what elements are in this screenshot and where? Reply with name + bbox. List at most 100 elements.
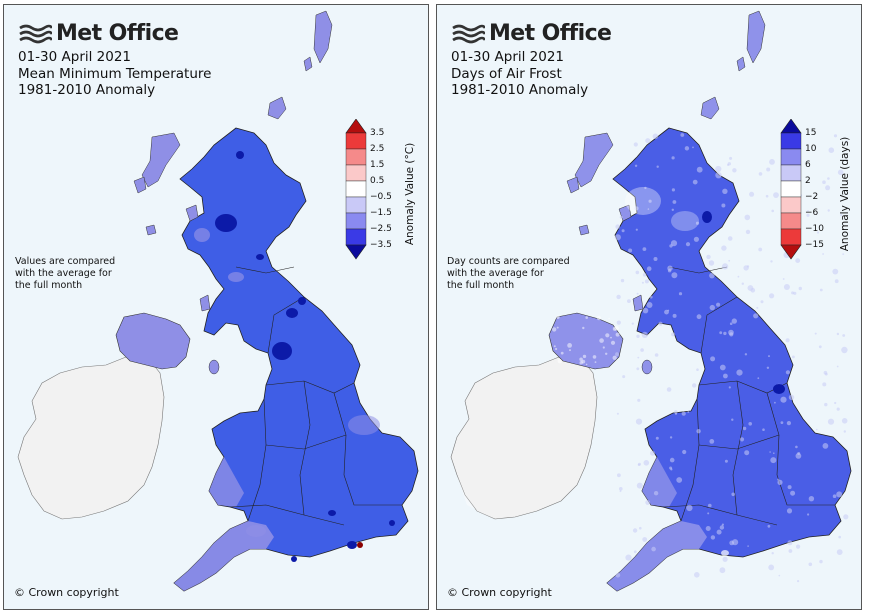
frost-texture-speck: [786, 421, 791, 426]
frost-texture-speck: [766, 366, 770, 369]
frost-texture-speck: [832, 494, 837, 499]
frost-texture-speck: [612, 355, 617, 360]
frost-texture-speck: [845, 140, 848, 143]
frost-texture-speck: [671, 272, 678, 279]
frost-texture-speck: [615, 224, 620, 229]
island: [185, 204, 199, 222]
frost-texture-speck: [705, 526, 711, 531]
met-office-logo: Met Office: [451, 21, 612, 46]
frost-texture-speck: [634, 164, 638, 167]
frost-texture-speck: [708, 260, 715, 266]
frost-texture-speck: [715, 172, 722, 179]
cold-anomaly-patch: [347, 541, 357, 549]
title-variable: Days of Air Frost: [451, 65, 562, 82]
frost-texture-speck: [721, 523, 724, 526]
frost-texture-speck: [744, 353, 748, 356]
frost-texture-speck: [797, 580, 800, 583]
island: [746, 10, 766, 64]
legend-tick: −3.5: [370, 240, 392, 250]
frost-texture-speck: [557, 359, 562, 364]
frost-texture-speck: [666, 387, 672, 392]
frost-texture-speck: [632, 528, 638, 533]
legend-swatch: [780, 228, 802, 246]
frost-texture-speck: [719, 331, 723, 335]
frost-texture-speck: [824, 372, 828, 376]
frost-texture-speck: [716, 529, 722, 535]
frost-texture-speck: [792, 355, 795, 359]
cold-anomaly-patch: [389, 520, 395, 526]
met-office-waves-icon: [19, 24, 52, 43]
frost-texture-speck: [807, 513, 810, 516]
note-line: Day counts are compared: [447, 256, 570, 267]
frost-texture-speck: [786, 508, 793, 514]
legend-tick: 0.5: [370, 176, 385, 186]
region-border: [247, 398, 267, 522]
frost-texture-speck: [836, 332, 840, 336]
frost-texture-speck: [619, 487, 623, 491]
frost-texture-speck: [709, 304, 715, 311]
frost-texture-speck: [771, 552, 774, 555]
note-line: with the average for: [15, 268, 112, 279]
frost-texture-speck: [619, 215, 623, 219]
cold-anomaly-patch: [291, 556, 297, 562]
frost-texture-speck: [616, 320, 621, 325]
frost-texture-speck: [669, 457, 675, 463]
island: [574, 132, 614, 188]
frost-texture-speck: [841, 418, 848, 424]
frost-texture-speck: [667, 269, 672, 273]
legend-title: Anomaly Value (°C): [404, 142, 416, 246]
legend-tick: −2.5: [370, 224, 392, 234]
frost-texture-speck: [671, 156, 675, 160]
frost-texture-speck: [556, 326, 559, 329]
frost-texture-speck: [788, 394, 795, 400]
frost-texture-speck: [669, 436, 673, 439]
wales-coast-region: [642, 457, 677, 507]
frost-texture-speck: [728, 259, 731, 262]
frost-texture-speck: [732, 539, 739, 546]
legend-title: Anomaly Value (days): [839, 136, 851, 252]
frost-texture-speck: [723, 331, 727, 336]
region-border: [698, 434, 780, 450]
frost-texture-speck: [696, 166, 703, 173]
frost-texture-speck: [652, 133, 659, 140]
frost-texture-speck: [642, 247, 647, 252]
frost-texture-speck: [646, 266, 652, 272]
frost-texture-speck: [819, 288, 823, 292]
region-border: [662, 504, 778, 526]
frost-texture-speck: [836, 407, 840, 411]
frost-texture-speck: [640, 348, 644, 352]
comparison-note: Values are compared with the average for…: [15, 256, 115, 292]
frost-texture-speck: [605, 352, 608, 355]
frost-texture-speck: [773, 192, 779, 199]
frost-texture-speck: [843, 430, 846, 433]
region-border: [235, 266, 295, 274]
comparison-note: Day counts are compared with the average…: [447, 256, 570, 292]
frost-texture-speck: [816, 231, 820, 234]
cold-anomaly-patch: [328, 510, 336, 516]
frost-texture-speck: [671, 208, 674, 211]
frost-texture-speck: [582, 354, 587, 359]
highland-light-area: [625, 187, 661, 215]
frost-texture-speck: [692, 179, 698, 185]
frost-texture-speck: [671, 188, 675, 192]
frost-texture-speck: [822, 382, 827, 387]
frost-texture-speck: [749, 191, 755, 197]
frost-texture-speck: [678, 292, 683, 296]
frost-texture-speck: [658, 321, 663, 326]
frost-texture-speck: [695, 221, 700, 225]
frost-texture-speck: [643, 460, 650, 466]
frost-texture-speck: [842, 334, 846, 337]
frost-texture-speck: [707, 512, 710, 515]
frost-texture-speck: [795, 445, 798, 449]
frost-texture-speck: [615, 573, 621, 578]
frost-texture-speck: [787, 485, 792, 490]
frost-texture-speck: [553, 345, 556, 348]
frost-texture-speck: [736, 369, 743, 376]
island: [700, 96, 720, 120]
frost-texture-speck: [670, 240, 678, 247]
region-border: [732, 380, 744, 516]
frost-texture-speck: [760, 300, 764, 304]
frost-texture-speck: [634, 206, 639, 211]
frost-texture-speck: [685, 242, 691, 247]
lighter-patch: [348, 415, 380, 435]
